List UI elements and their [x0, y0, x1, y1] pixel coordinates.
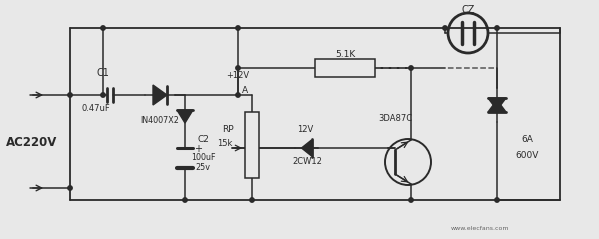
Text: 2CW12: 2CW12	[292, 158, 322, 167]
Circle shape	[236, 93, 240, 97]
Text: 100uF: 100uF	[190, 152, 215, 162]
Polygon shape	[177, 110, 193, 123]
Text: 600V: 600V	[515, 151, 539, 159]
Circle shape	[101, 26, 105, 30]
Circle shape	[236, 66, 240, 70]
Circle shape	[495, 26, 499, 30]
Text: +12V: +12V	[226, 71, 250, 80]
Text: +: +	[194, 144, 202, 154]
Text: 5.1K: 5.1K	[335, 49, 355, 59]
Circle shape	[236, 26, 240, 30]
Circle shape	[409, 66, 413, 70]
Polygon shape	[301, 140, 311, 156]
Polygon shape	[153, 95, 167, 105]
Circle shape	[183, 198, 187, 202]
Circle shape	[68, 93, 72, 97]
Text: IN4007X2: IN4007X2	[141, 115, 180, 125]
Text: C1: C1	[96, 68, 110, 78]
Text: 3DA87C: 3DA87C	[378, 114, 412, 123]
Text: RP: RP	[222, 125, 234, 135]
Circle shape	[250, 198, 254, 202]
Text: A: A	[242, 86, 248, 94]
Polygon shape	[488, 100, 506, 112]
Text: 12V: 12V	[297, 125, 313, 135]
Text: www.elecfans.com: www.elecfans.com	[451, 226, 509, 230]
Text: 6A: 6A	[521, 136, 533, 145]
Text: 25v: 25v	[195, 163, 210, 173]
Circle shape	[409, 198, 413, 202]
Text: 0.47uF: 0.47uF	[81, 103, 110, 113]
Bar	[245, 112, 259, 178]
Circle shape	[101, 93, 105, 97]
Text: C2: C2	[197, 136, 209, 145]
Bar	[315, 59, 375, 77]
Text: CZ: CZ	[461, 5, 474, 15]
Polygon shape	[488, 98, 506, 110]
Circle shape	[68, 186, 72, 190]
Polygon shape	[153, 85, 167, 95]
Circle shape	[443, 26, 447, 30]
Text: AC220V: AC220V	[7, 136, 58, 150]
Circle shape	[495, 198, 499, 202]
Text: 15k: 15k	[217, 138, 232, 147]
